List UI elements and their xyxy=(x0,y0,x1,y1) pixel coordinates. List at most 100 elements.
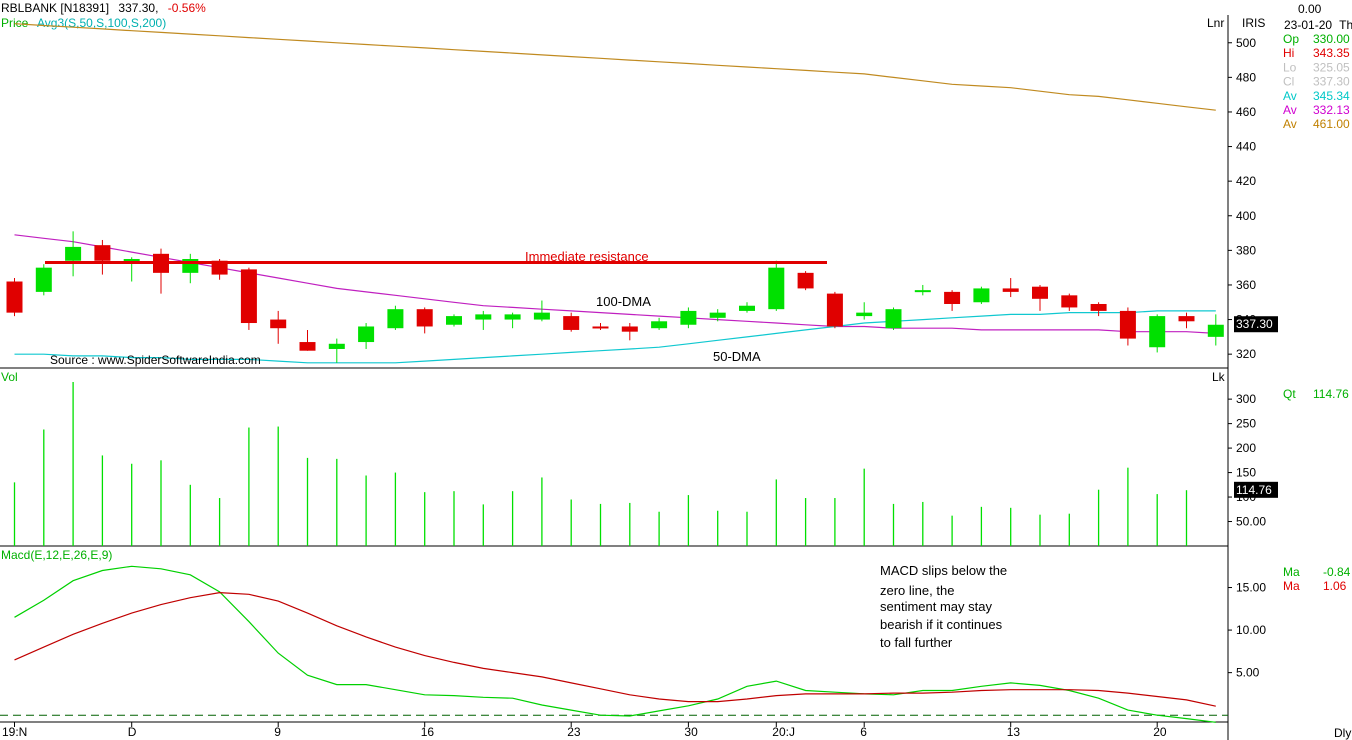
candle-body xyxy=(621,326,638,332)
macd-tick-label: 15.00 xyxy=(1236,581,1266,595)
candle-body xyxy=(211,260,228,275)
info-row-value: 461.00 xyxy=(1313,117,1350,131)
info-row-label: Av xyxy=(1283,117,1297,131)
candle-body xyxy=(533,312,550,320)
candle-body xyxy=(1119,310,1136,339)
dma100-label: 100-DMA xyxy=(596,294,651,309)
candle-body xyxy=(826,293,843,327)
qty-label: Qt xyxy=(1283,387,1296,401)
info-row-label: Av xyxy=(1283,103,1297,117)
date-tick-label: 16 xyxy=(421,725,435,739)
volume-tick-label: 200 xyxy=(1236,441,1256,455)
indicator-label: Avg3(S,50,S,100,S,200) xyxy=(37,16,166,30)
candle-body xyxy=(1149,316,1166,348)
scale-label: Lnr xyxy=(1207,16,1224,30)
resistance-label: Immediate resistance xyxy=(525,249,649,264)
volume-title: Vol xyxy=(1,370,18,384)
candle-body xyxy=(240,269,257,324)
volume-tick-label: 250 xyxy=(1236,417,1256,431)
info-row-value: 337.30 xyxy=(1313,75,1350,89)
signal-line xyxy=(14,591,1216,707)
date-tick-label: D xyxy=(128,725,137,739)
date-tick-label: 19:N xyxy=(2,725,27,739)
price-tick-label: 420 xyxy=(1236,174,1256,188)
candle-body xyxy=(768,267,785,310)
candle-body xyxy=(299,342,316,351)
header-value: 0.00 xyxy=(1298,2,1322,16)
candle-body xyxy=(651,321,668,329)
candle-body xyxy=(270,319,287,329)
macd-note: MACD slips below the zero line, the sent… xyxy=(880,563,1011,650)
candle-body xyxy=(680,310,697,325)
macd-axis: 5.00 10.00 15.00 xyxy=(1228,581,1266,680)
info-row-label: Op xyxy=(1283,32,1299,46)
candle-body xyxy=(35,267,52,292)
volume-scale-label: Lk xyxy=(1212,370,1226,384)
volume-tick-label: 50.00 xyxy=(1236,515,1266,529)
price-axis: 320340360380400420440460480500337.30 xyxy=(1228,36,1278,361)
dma50-label: 50-DMA xyxy=(713,349,761,364)
candle-body xyxy=(358,326,375,343)
date-tick-label: 20 xyxy=(1153,725,1167,739)
candle-body xyxy=(328,343,345,349)
info-row-value: 325.05 xyxy=(1313,60,1350,74)
candles xyxy=(6,231,1224,363)
candle-body xyxy=(739,305,755,311)
price-value: 337.30, xyxy=(118,1,158,15)
candle-body xyxy=(504,314,521,320)
candle-body xyxy=(592,326,609,329)
macd-title: Macd(E,12,E,26,E,9) xyxy=(1,548,112,562)
date-tick-label: 13 xyxy=(1007,725,1021,739)
macd-info: Ma -0.84 Ma 1.06 xyxy=(1283,565,1351,593)
last-price-label: 337.30 xyxy=(1236,317,1273,331)
price-tick-label: 380 xyxy=(1236,243,1256,257)
last-volume-box xyxy=(1234,481,1278,498)
macd-row-label: Ma xyxy=(1283,565,1300,579)
info-row-value: 330.00 xyxy=(1313,32,1350,46)
candle-body xyxy=(1178,316,1195,322)
candle-body xyxy=(944,291,961,304)
candle-body xyxy=(797,272,814,289)
candle-body xyxy=(885,309,902,329)
price-tick-label: 400 xyxy=(1236,209,1256,223)
price-tick-label: 500 xyxy=(1236,36,1256,50)
candle-body xyxy=(1061,295,1078,308)
date-tick-label: 23 xyxy=(567,725,581,739)
symbol-label: RBLBANK [N18391] xyxy=(1,1,109,15)
price-tick-label: 360 xyxy=(1236,278,1256,292)
volume-bars xyxy=(13,382,1188,546)
info-row-value: 345.34 xyxy=(1313,89,1350,103)
source-label: IRIS xyxy=(1242,16,1265,30)
last-volume-label: 114.76 xyxy=(1236,483,1272,497)
day-label: Th xyxy=(1339,18,1352,32)
candle-body xyxy=(387,309,404,329)
svg-text:RBLBANK [N18391] 337.30,: RBLBANK [N18391] 337.30, -0.56% xyxy=(1,1,206,15)
info-row-label: Hi xyxy=(1283,46,1294,60)
info-row-label: Av xyxy=(1283,89,1297,103)
date-label: 23-01-20 xyxy=(1284,18,1332,32)
volume-axis: 50.00100150200250300114.76 xyxy=(1228,392,1278,529)
candle-body xyxy=(446,316,462,325)
date-tick-label: 20:J xyxy=(772,725,795,739)
period-label: Dly xyxy=(1334,726,1351,740)
moving-averages xyxy=(14,23,1216,364)
candle-body xyxy=(65,246,82,261)
macd-row-value: -0.84 xyxy=(1323,565,1351,579)
price-tick-label: 460 xyxy=(1236,105,1256,119)
info-row-value: 332.13 xyxy=(1313,103,1350,117)
candle-body xyxy=(709,312,726,318)
info-row-label: Cl xyxy=(1283,75,1294,89)
date-tick-label: 6 xyxy=(860,725,867,739)
macd-row-value: 1.06 xyxy=(1323,579,1347,593)
source-watermark: Source : www.SpiderSoftwareIndia.com xyxy=(50,353,261,367)
candle-body xyxy=(973,288,990,303)
price-tick-label: 320 xyxy=(1236,347,1256,361)
date-tick-label: 30 xyxy=(684,725,698,739)
candle-body xyxy=(856,312,873,317)
candle-body xyxy=(914,290,931,293)
last-price-box xyxy=(1234,316,1278,333)
ohlc-info: Op 330.00 Hi 343.35 Lo 325.05 Cl 337.30 Av 345.34… xyxy=(1283,32,1350,131)
candle-body xyxy=(1032,286,1048,299)
candle-body xyxy=(94,245,111,261)
